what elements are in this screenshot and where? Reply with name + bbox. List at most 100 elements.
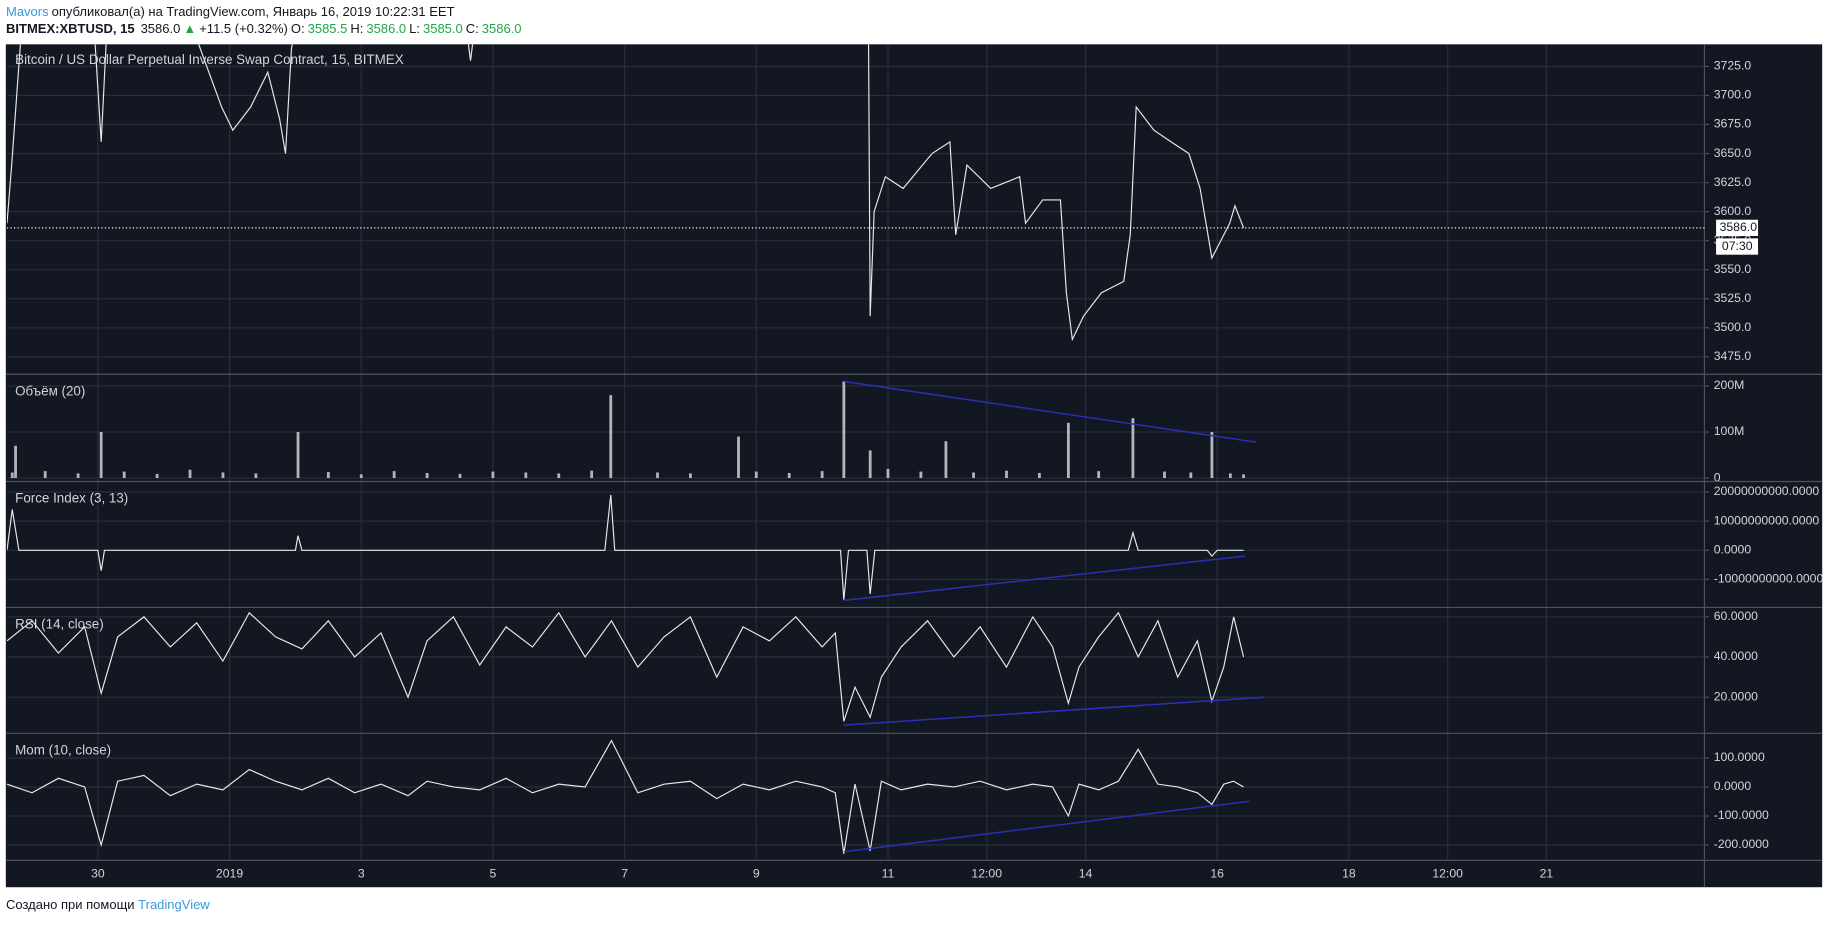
bar: [590, 470, 594, 479]
footer-text: Создано при помощи: [6, 897, 135, 912]
bar: [1228, 473, 1232, 479]
pane-title: Bitcoin / US Dollar Perpetual Inverse Sw…: [15, 52, 404, 67]
x-tick-label: 7: [621, 867, 628, 881]
bar: [188, 469, 192, 479]
x-tick-label: 14: [1079, 867, 1093, 881]
y-tick-label: 0.0000: [1714, 779, 1752, 793]
close: 3586.0: [481, 21, 522, 36]
bar: [1038, 472, 1041, 479]
y-tick-label: 3525.0: [1714, 291, 1752, 305]
y-tick-label: 3600.0: [1714, 204, 1752, 218]
countdown-box: [1716, 238, 1759, 255]
x-tick-label: 12:00: [971, 867, 1002, 881]
header-line-2: BITMEX:XBTUSD, 15 3586.0 ▲ +11.5 (+0.32%) O:…: [6, 20, 525, 37]
c-label: C:: [465, 21, 479, 36]
y-tick-label: 100.0000: [1714, 750, 1765, 764]
footer-brand[interactable]: TradingView: [138, 897, 210, 912]
y-tick-label: 40.0000: [1714, 649, 1758, 663]
series: [6, 44, 1245, 342]
y-tick-label: 100M: [1714, 424, 1745, 438]
y-tick-label: 0: [1714, 470, 1721, 484]
bar: [1210, 432, 1214, 479]
series: [6, 611, 1245, 722]
author[interactable]: Mavors: [6, 4, 49, 19]
x-tick-label: 9: [753, 867, 760, 881]
high: 3586.0: [366, 21, 407, 36]
bar: [1005, 470, 1008, 479]
bar: [76, 473, 80, 479]
trendline: [843, 696, 1265, 726]
header: Mavors опубликовал(а) на TradingView.com,…: [6, 3, 525, 37]
bar: [787, 472, 791, 479]
y-tick-label: 20.0000: [1714, 689, 1758, 703]
low: 3585.0: [422, 21, 463, 36]
bar: [656, 472, 659, 479]
x-tick-label: 5: [490, 867, 497, 881]
bar: [689, 473, 692, 479]
bar: [122, 471, 126, 479]
bar: [155, 473, 159, 479]
series: [6, 494, 1244, 600]
countdown: 07:30: [1722, 239, 1753, 253]
x-tick-label: 16: [1210, 867, 1224, 881]
y-tick-label: -100.0000: [1714, 808, 1769, 822]
x-tick-label: 12:00: [1432, 867, 1463, 881]
line: [6, 611, 1245, 722]
y-tick-label: 3650.0: [1714, 146, 1752, 160]
bar: [1131, 418, 1135, 479]
arrow: ▲: [183, 21, 197, 36]
x-tick-label: 21: [1540, 867, 1554, 881]
l-label: L:: [409, 21, 420, 36]
bar: [868, 450, 872, 479]
y-tick-label: 3625.0: [1714, 175, 1752, 189]
price: 3586.0: [140, 21, 181, 36]
pane-title: Объём (20): [15, 383, 85, 398]
change: +11.5 (+0.32%): [199, 21, 288, 36]
y-tick-label: 200M: [1714, 378, 1745, 392]
price-label: 3586.0: [1720, 220, 1758, 234]
y-tick-label: 3700.0: [1714, 88, 1752, 102]
bar: [1066, 422, 1070, 479]
bar: [254, 473, 258, 479]
bar: [737, 436, 740, 479]
bar: [99, 432, 103, 479]
bar: [1163, 471, 1166, 479]
price-label-box: [1716, 219, 1759, 237]
y-tick-label: 3675.0: [1714, 117, 1752, 131]
bar: [754, 471, 758, 479]
bar: [557, 473, 561, 479]
y-tick-label: -10000000000.0000: [1714, 572, 1824, 586]
h-label: H:: [350, 21, 364, 36]
line: [6, 739, 1244, 854]
line: [6, 44, 1245, 342]
bar: [491, 471, 495, 479]
trendline: [843, 380, 1257, 443]
open: 3585.5: [307, 21, 348, 36]
x-tick-label: 3: [358, 867, 365, 881]
bar: [524, 472, 528, 479]
bar: [820, 471, 824, 479]
trendline: [843, 800, 1250, 853]
header-line-1: Mavors опубликовал(а) на TradingView.com,…: [6, 3, 525, 20]
y-tick-label: 60.0000: [1714, 609, 1758, 623]
y-tick-label: 3475.0: [1714, 349, 1752, 363]
bar: [1189, 472, 1193, 479]
x-tick-label: 2019: [216, 867, 243, 881]
series: [6, 739, 1244, 854]
pane-title: Force Index (3, 13): [15, 491, 128, 506]
series: [10, 381, 1245, 479]
bar: [944, 441, 948, 479]
bar: [919, 471, 923, 479]
x-tick-label: 11: [882, 867, 895, 881]
symbol: BITMEX:XBTUSD, 15: [6, 21, 135, 36]
y-tick-label: 3725.0: [1714, 59, 1752, 73]
y-tick-label: 20000000000.0000: [1714, 484, 1820, 498]
bar: [1242, 474, 1245, 479]
y-tick-label: -200.0000: [1714, 837, 1769, 851]
pane-title: Mom (10, close): [15, 742, 111, 757]
x-tick-label: 18: [1342, 867, 1356, 881]
bar: [458, 473, 462, 479]
chart-background: [5, 44, 1823, 888]
